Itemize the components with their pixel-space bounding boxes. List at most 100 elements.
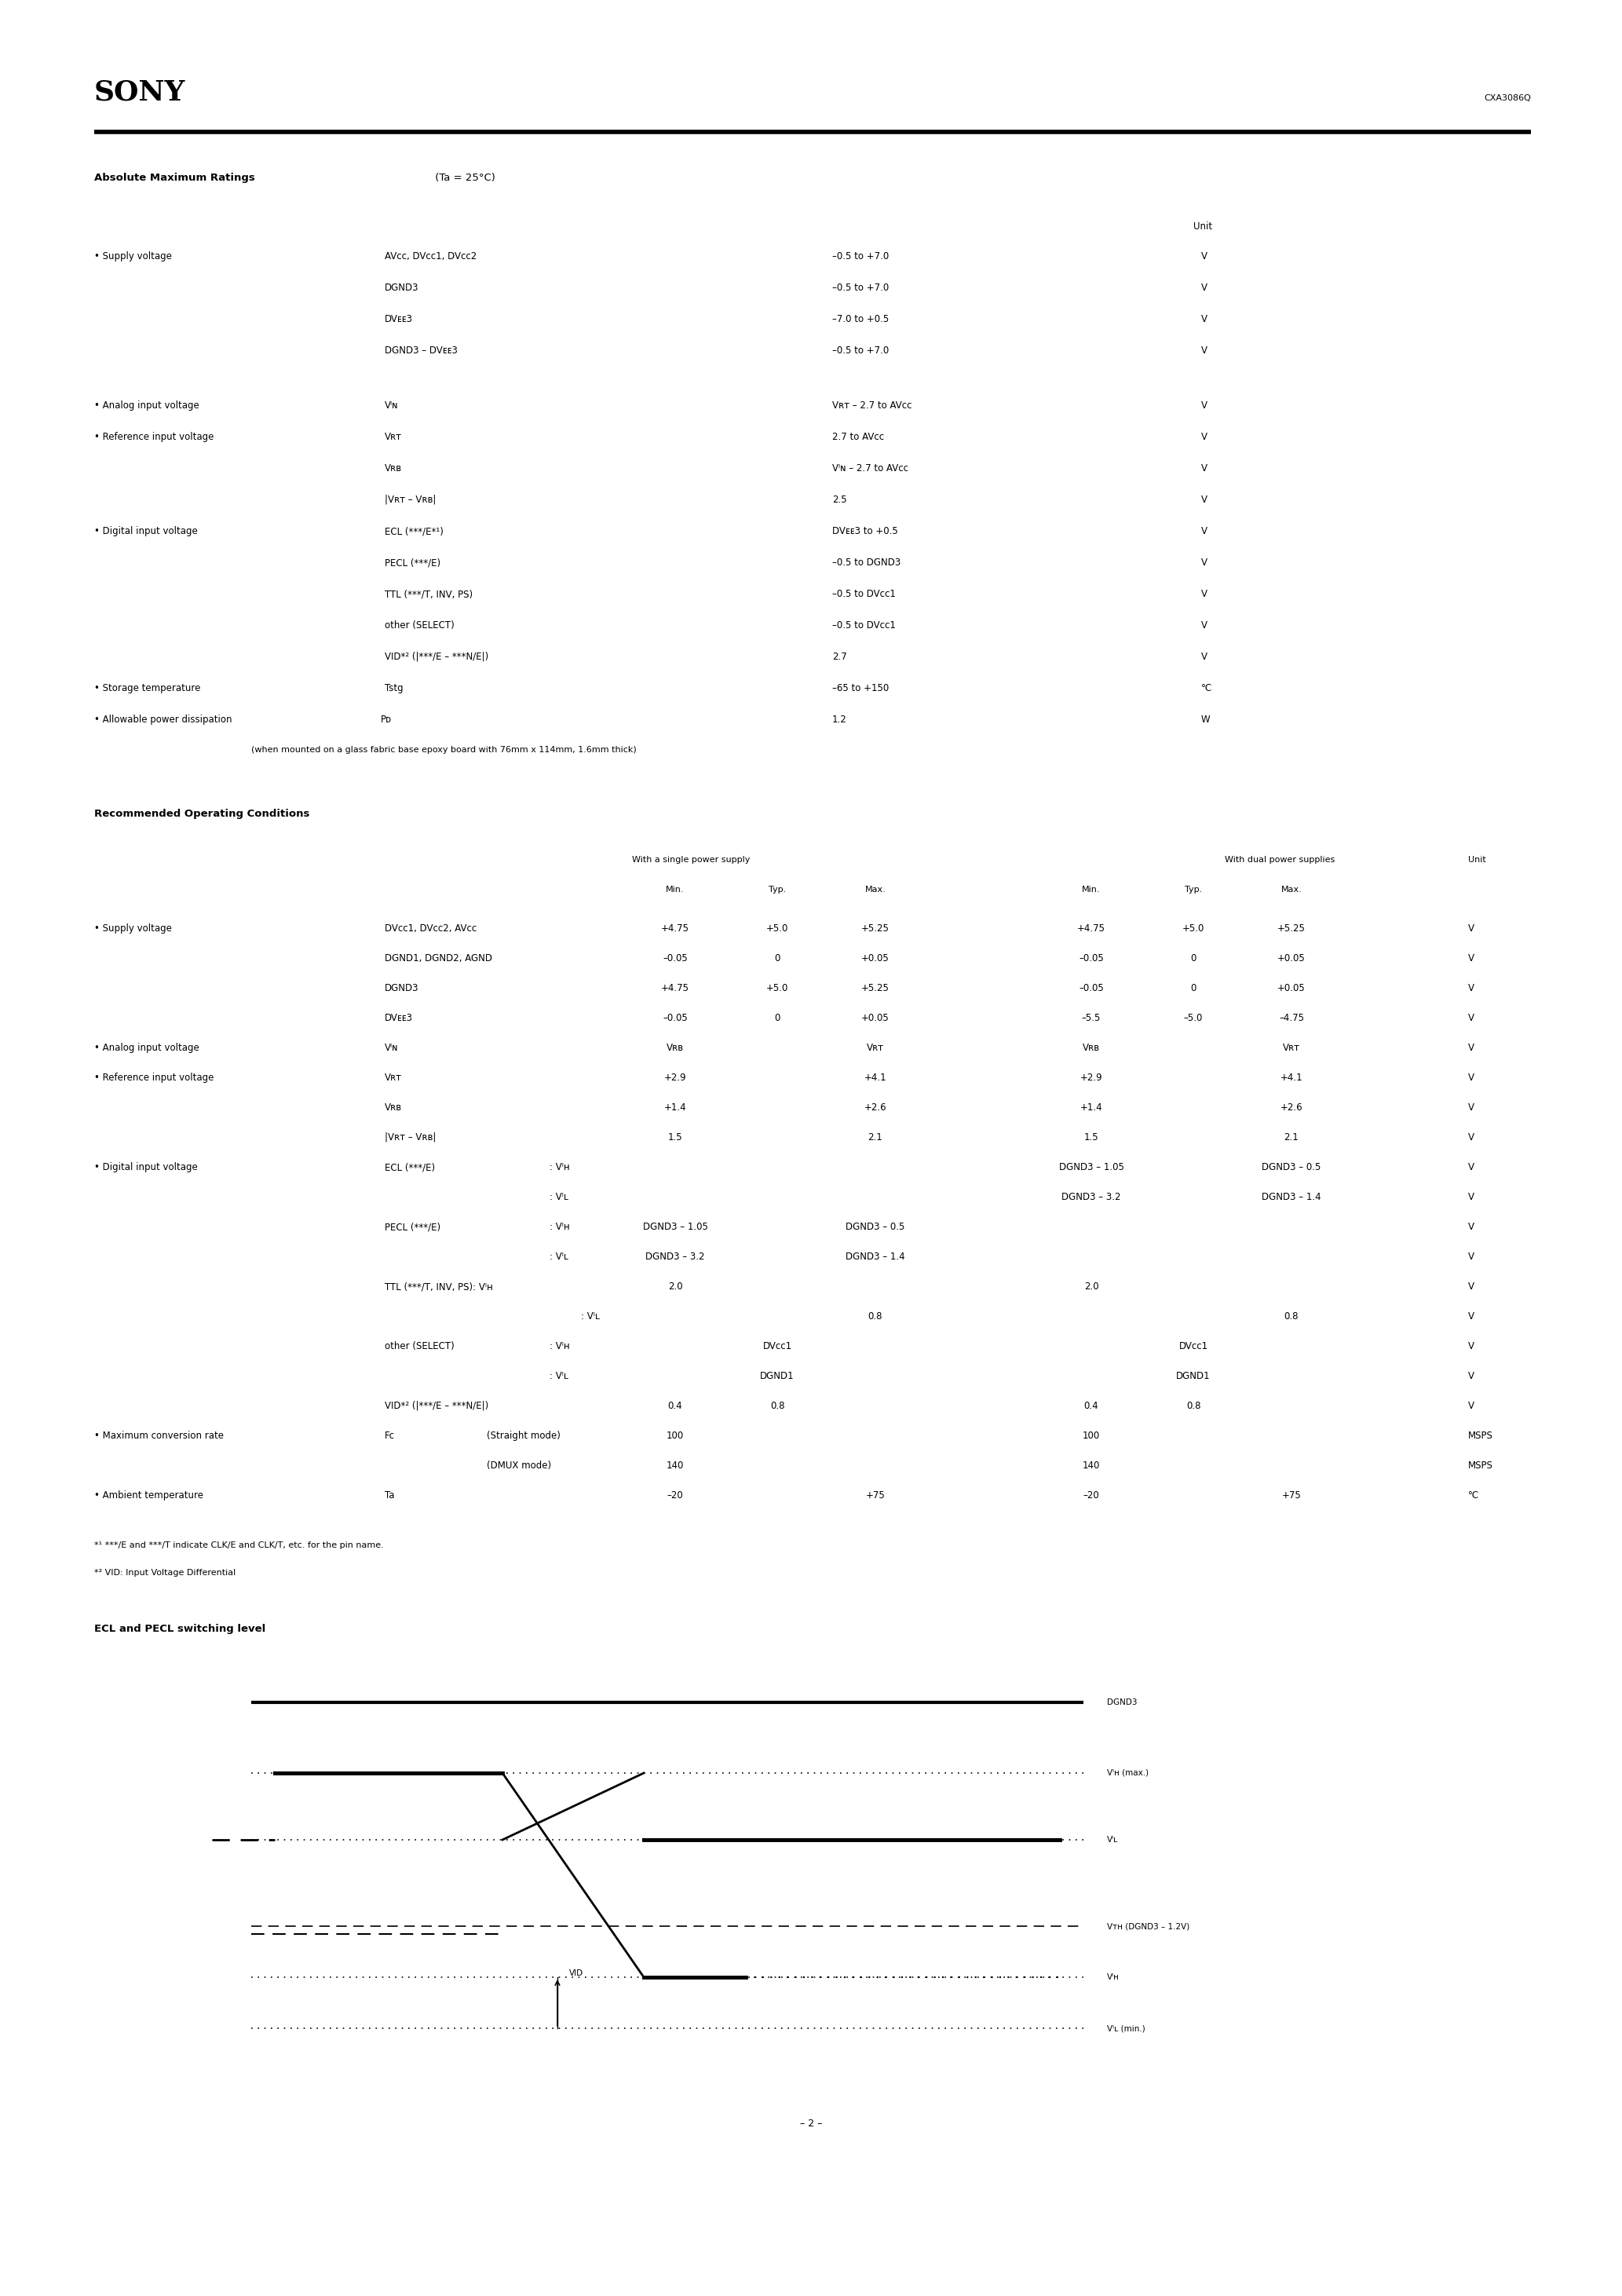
- Text: V: V: [1468, 1162, 1474, 1173]
- Text: Vʀᴛ – 2.7 to AVᴄᴄ: Vʀᴛ – 2.7 to AVᴄᴄ: [832, 400, 912, 411]
- Text: 140: 140: [667, 1460, 684, 1472]
- Text: –20: –20: [1083, 1490, 1100, 1502]
- Text: V: V: [1202, 526, 1207, 537]
- Text: 2.5: 2.5: [832, 494, 847, 505]
- Text: • Allowable power dissipation: • Allowable power dissipation: [94, 714, 232, 726]
- Text: MSPS: MSPS: [1468, 1460, 1494, 1472]
- Text: With dual power supplies: With dual power supplies: [1225, 856, 1335, 863]
- Text: PECL (***/E): PECL (***/E): [384, 558, 441, 567]
- Text: : Vᴵʜ: : Vᴵʜ: [550, 1341, 569, 1352]
- Text: DGND3 – 1.05: DGND3 – 1.05: [1059, 1162, 1124, 1173]
- Text: 0: 0: [1191, 953, 1197, 964]
- Text: V: V: [1468, 1251, 1474, 1263]
- Text: –4.75: –4.75: [1278, 1013, 1304, 1024]
- Text: Pᴅ: Pᴅ: [381, 714, 393, 726]
- Text: DGND3: DGND3: [1106, 1699, 1137, 1706]
- Text: SONY: SONY: [94, 78, 185, 106]
- Text: Unit: Unit: [1194, 220, 1212, 232]
- Text: Vᴵʜ (max.): Vᴵʜ (max.): [1106, 1770, 1148, 1777]
- Text: |Vʀᴛ – Vʀʙ|: |Vʀᴛ – Vʀʙ|: [384, 494, 436, 505]
- Text: : Vᴵʜ: : Vᴵʜ: [550, 1221, 569, 1233]
- Text: W: W: [1202, 714, 1210, 726]
- Text: +4.1: +4.1: [865, 1072, 887, 1084]
- Text: Typ.: Typ.: [1184, 886, 1202, 893]
- Text: +2.6: +2.6: [865, 1102, 887, 1114]
- Text: V: V: [1202, 558, 1207, 567]
- Text: DGND3: DGND3: [384, 983, 418, 994]
- Text: V: V: [1202, 282, 1207, 294]
- Text: • Storage temperature: • Storage temperature: [94, 684, 201, 693]
- Text: V: V: [1468, 923, 1474, 934]
- Text: ECL (***/E*¹): ECL (***/E*¹): [384, 526, 443, 537]
- Text: Fc: Fc: [384, 1430, 394, 1442]
- Text: 2.1: 2.1: [1285, 1132, 1299, 1143]
- Text: Recommended Operating Conditions: Recommended Operating Conditions: [94, 808, 310, 820]
- Text: V: V: [1468, 1281, 1474, 1293]
- Text: DGND3: DGND3: [384, 282, 418, 294]
- Text: V: V: [1202, 494, 1207, 505]
- Text: –0.5 to +7.0: –0.5 to +7.0: [832, 344, 889, 356]
- Text: –0.05: –0.05: [663, 953, 688, 964]
- Text: • Reference input voltage: • Reference input voltage: [94, 1072, 214, 1084]
- Text: DGND3 – 0.5: DGND3 – 0.5: [1262, 1162, 1320, 1173]
- Text: V: V: [1202, 400, 1207, 411]
- Text: • Reference input voltage: • Reference input voltage: [94, 432, 214, 443]
- Text: VID: VID: [569, 1970, 584, 1977]
- Text: –0.05: –0.05: [663, 1013, 688, 1024]
- Text: Vᴵɴ: Vᴵɴ: [384, 400, 399, 411]
- Text: Vʀᴛ: Vʀᴛ: [866, 1042, 884, 1054]
- Text: +4.1: +4.1: [1280, 1072, 1302, 1084]
- Text: V: V: [1202, 344, 1207, 356]
- Text: DGND3 – 1.4: DGND3 – 1.4: [845, 1251, 905, 1263]
- Text: –0.5 to DVᴄᴄ1: –0.5 to DVᴄᴄ1: [832, 620, 895, 631]
- Text: Vᴵʜ: Vᴵʜ: [1106, 1972, 1119, 1981]
- Text: +5.0: +5.0: [766, 923, 788, 934]
- Text: Vᴵʟ (min.): Vᴵʟ (min.): [1106, 2025, 1145, 2032]
- Text: +0.05: +0.05: [1278, 953, 1306, 964]
- Text: –5.0: –5.0: [1184, 1013, 1204, 1024]
- Text: : Vᴵʜ: : Vᴵʜ: [550, 1162, 569, 1173]
- Text: Min.: Min.: [1082, 886, 1100, 893]
- Text: 0.8: 0.8: [770, 1401, 785, 1412]
- Text: V: V: [1202, 652, 1207, 661]
- Text: TTL (***/T, INV, PS): Vᴵʜ: TTL (***/T, INV, PS): Vᴵʜ: [384, 1281, 493, 1293]
- Text: other (SELECT): other (SELECT): [384, 1341, 454, 1352]
- Text: Vʀᴛ: Vʀᴛ: [384, 1072, 402, 1084]
- Text: Vᴵɴ: Vᴵɴ: [384, 1042, 399, 1054]
- Text: 100: 100: [1082, 1430, 1100, 1442]
- Text: 100: 100: [667, 1430, 684, 1442]
- Text: –65 to +150: –65 to +150: [832, 684, 889, 693]
- Text: DGND3 – 0.5: DGND3 – 0.5: [845, 1221, 905, 1233]
- Text: V: V: [1468, 1132, 1474, 1143]
- Text: VID*² (|***/E – ***N/E|): VID*² (|***/E – ***N/E|): [384, 1401, 488, 1412]
- Text: 2.7: 2.7: [832, 652, 847, 661]
- Text: –0.5 to DGND3: –0.5 to DGND3: [832, 558, 900, 567]
- Text: V: V: [1468, 1042, 1474, 1054]
- Text: CXA3086Q: CXA3086Q: [1484, 94, 1531, 101]
- Text: – 2 –: – 2 –: [800, 2119, 822, 2128]
- Text: DGND1, DGND2, AGND: DGND1, DGND2, AGND: [384, 953, 491, 964]
- Text: DVᴄᴄ1: DVᴄᴄ1: [1179, 1341, 1208, 1352]
- Text: Vʀʙ: Vʀʙ: [384, 464, 402, 473]
- Text: Vʀʙ: Vʀʙ: [667, 1042, 684, 1054]
- Text: +5.25: +5.25: [1278, 923, 1306, 934]
- Text: DVᴇᴇ3: DVᴇᴇ3: [384, 315, 414, 324]
- Text: 1.2: 1.2: [832, 714, 847, 726]
- Text: DVᴇᴇ3 to +0.5: DVᴇᴇ3 to +0.5: [832, 526, 899, 537]
- Text: +0.05: +0.05: [861, 953, 889, 964]
- Text: 2.7 to AVᴄᴄ: 2.7 to AVᴄᴄ: [832, 432, 884, 443]
- Text: Vʀʙ: Vʀʙ: [1082, 1042, 1100, 1054]
- Text: +1.4: +1.4: [663, 1102, 686, 1114]
- Text: °C: °C: [1202, 684, 1212, 693]
- Text: DVᴄᴄ1: DVᴄᴄ1: [762, 1341, 792, 1352]
- Text: DVᴇᴇ3: DVᴇᴇ3: [384, 1013, 414, 1024]
- Text: V: V: [1202, 620, 1207, 631]
- Text: • Analog input voltage: • Analog input voltage: [94, 400, 200, 411]
- Text: 0: 0: [774, 1013, 780, 1024]
- Text: DGND1: DGND1: [761, 1371, 795, 1382]
- Text: • Ambient temperature: • Ambient temperature: [94, 1490, 203, 1502]
- Text: 2.0: 2.0: [1083, 1281, 1098, 1293]
- Text: DGND3 – 1.05: DGND3 – 1.05: [642, 1221, 707, 1233]
- Text: (Ta = 25°C): (Ta = 25°C): [431, 172, 495, 184]
- Text: Ta: Ta: [384, 1490, 394, 1502]
